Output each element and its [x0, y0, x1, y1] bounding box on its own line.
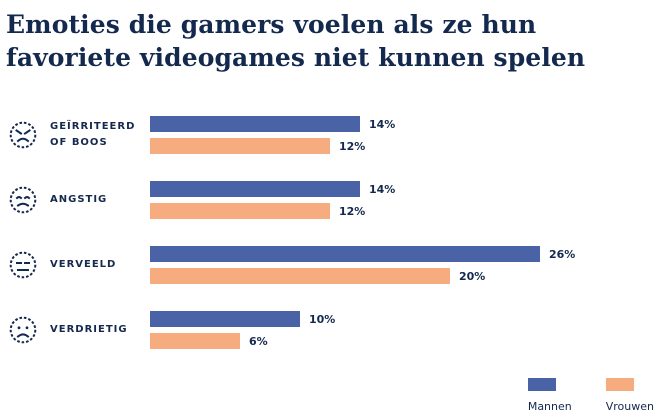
legend-item-vrouwen: Vrouwen: [605, 378, 654, 413]
value-label-vrouwen: 6%: [249, 334, 268, 348]
value-label-mannen: 14%: [369, 117, 396, 131]
legend-swatch-mannen: [527, 378, 556, 391]
bar-vrouwen: [150, 333, 240, 349]
angry-face-icon: [9, 121, 37, 149]
title-line-2: favoriete videogames niet kunnen spelen: [6, 43, 586, 72]
category-label: GEÏRRITEERD OF BOOS: [50, 121, 136, 148]
value-label-vrouwen: 12%: [339, 139, 366, 153]
bar-vrouwen: [150, 268, 450, 284]
category-head: VERDRIETIG: [0, 315, 150, 345]
category-label: VERDRIETIG: [50, 324, 128, 335]
chart-row-verveeld: VERVEELD 26% 20%: [0, 246, 670, 284]
value-label-vrouwen: 20%: [459, 269, 486, 283]
anxious-face-icon: [9, 186, 37, 214]
category-label: ANGSTIG: [50, 194, 108, 205]
value-label-mannen: 14%: [369, 182, 396, 196]
bar-mannen: [150, 116, 360, 132]
legend-item-mannen: Mannen: [527, 378, 572, 413]
chart-row-angstig: ANGSTIG 14% 12%: [0, 181, 670, 219]
legend: Mannen Vrouwen: [527, 378, 654, 413]
bored-face-icon: [9, 251, 37, 279]
bar-vrouwen: [150, 203, 330, 219]
value-label-mannen: 26%: [549, 247, 576, 261]
bar-mannen: [150, 246, 540, 262]
legend-swatch-vrouwen: [605, 378, 634, 391]
bar-group: 14% 12%: [150, 181, 395, 219]
bar-mannen: [150, 181, 360, 197]
sad-face-icon: [9, 316, 37, 344]
chart-row-verdrietig: VERDRIETIG 10% 6%: [0, 311, 670, 349]
category-head: GEÏRRITEERD OF BOOS: [0, 119, 150, 151]
value-label-vrouwen: 12%: [339, 204, 366, 218]
chart-row-geirriteerd: GEÏRRITEERD OF BOOS 14% 12%: [0, 116, 670, 154]
legend-label-mannen: Mannen: [527, 400, 572, 413]
chart-title: Emoties die gamers voelen als ze hun fav…: [0, 0, 670, 74]
category-head: ANGSTIG: [0, 185, 150, 215]
bar-mannen: [150, 311, 300, 327]
bar-chart: GEÏRRITEERD OF BOOS 14% 12%: [0, 116, 670, 376]
bar-vrouwen: [150, 138, 330, 154]
category-label: VERVEELD: [50, 259, 117, 270]
category-head: VERVEELD: [0, 250, 150, 280]
bar-group: 14% 12%: [150, 116, 395, 154]
title-line-1: Emoties die gamers voelen als ze hun: [6, 10, 537, 39]
bar-group: 26% 20%: [150, 246, 575, 284]
legend-label-vrouwen: Vrouwen: [605, 400, 654, 413]
value-label-mannen: 10%: [309, 312, 336, 326]
bar-group: 10% 6%: [150, 311, 335, 349]
